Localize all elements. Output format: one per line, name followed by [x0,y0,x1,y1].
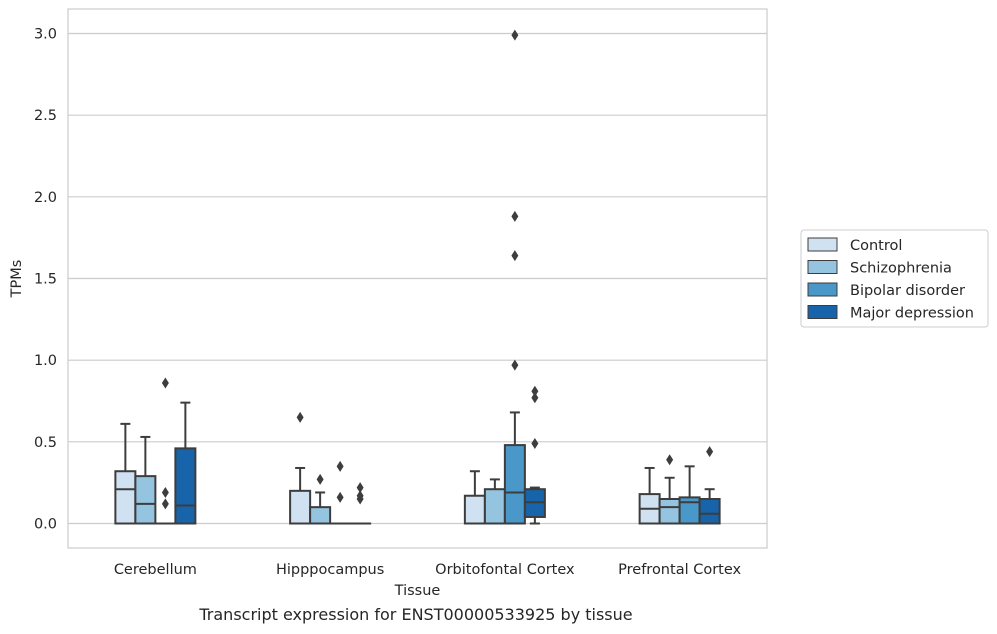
flier-point [511,210,519,222]
box [698,498,721,525]
y-tick-label: 2.0 [34,190,57,206]
x-tick-labels: Cerebellum Hipppocampus Orbitofontal Corte… [114,562,742,578]
legend-swatch [807,282,838,297]
flier-point [161,486,169,498]
box-group [638,446,721,525]
box [658,498,681,525]
legend: Control Schizophrenia Bipolar disorder Majo… [800,229,989,328]
box [174,447,197,525]
box [463,494,486,525]
flier-point [511,29,519,41]
flier-point [336,491,344,503]
box [114,470,137,525]
y-tick-label: 1.5 [34,272,57,288]
flier-point [356,482,364,494]
box [483,488,506,525]
box [134,475,157,525]
box-group [463,29,546,525]
box [309,506,332,525]
grid-lines [68,32,767,525]
y-tick-label: 3.0 [34,27,57,43]
chart-caption: Transcript expression for ENST0000053392… [199,605,633,624]
flier-point [511,359,519,371]
x-tick-label: Hipppocampus [276,562,384,578]
x-tick-label: Orbitofontal Cortex [435,562,575,578]
flier-point [296,411,304,423]
x-axis-label: Tissue [394,583,441,599]
box [289,489,312,525]
flier-point [356,490,364,502]
y-tick-label: 1.0 [34,353,57,369]
boxplot-chart: 0.0 0.5 1.0 1.5 2.0 2.5 3.0 Cerebellum Hipppoca… [9,8,989,599]
y-tick-label: 2.5 [34,108,57,124]
flier-point [706,446,714,458]
box-group [114,377,197,525]
box [503,444,526,525]
box-groups [114,29,721,525]
flier-point [531,392,539,404]
legend-label: Control [850,238,902,254]
legend-label: Bipolar disorder [850,283,965,299]
legend-swatch [807,237,838,252]
y-tick-labels: 0.0 0.5 1.0 1.5 2.0 2.5 3.0 [34,27,57,533]
legend-swatch [807,305,838,319]
flier-point [666,454,674,466]
x-tick-label: Prefrontal Cortex [618,562,741,578]
flier-point [316,473,324,485]
legend-label: Major depression [850,306,974,322]
legend-label: Schizophrenia [850,261,952,277]
flier-point [531,385,539,397]
x-tick-label: Cerebellum [114,562,197,578]
box-group [289,411,372,525]
flier-point [336,460,344,472]
y-axis-label: TPMs [9,260,25,299]
y-tick-label: 0.0 [34,517,57,533]
flier-point [531,437,539,449]
flier-point [161,377,169,389]
plot-frame [67,8,768,549]
flier-point [161,498,169,510]
legend-box [800,229,989,328]
legend-swatch [807,260,838,274]
y-tick-label: 0.5 [34,435,57,451]
flier-point [511,250,519,262]
